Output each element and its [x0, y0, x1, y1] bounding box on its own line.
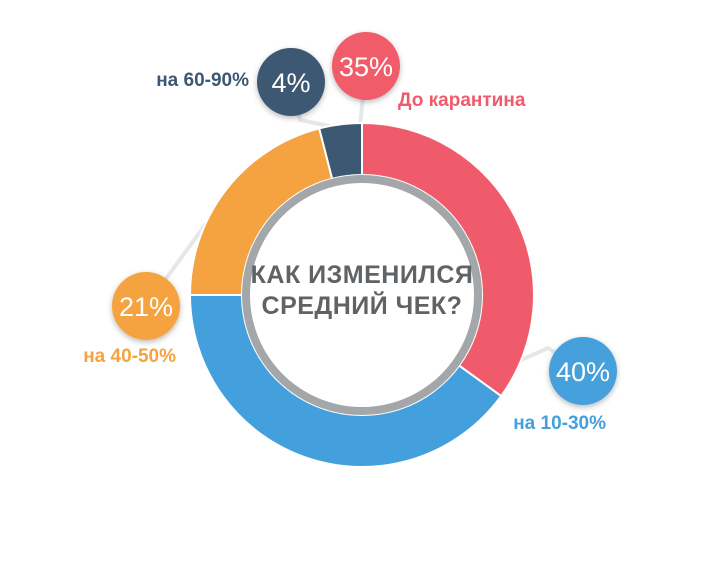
legend-label-на-60-90: на 60-90%: [156, 70, 249, 91]
legend-label-до-карантина: До карантина: [398, 90, 526, 111]
chart-title-line-2: СРЕДНИЙ ЧЕК?: [262, 290, 463, 320]
value-bubbles: 35% 40% 21% 4%: [112, 32, 617, 405]
legend-label-на-10-30: на 10-30%: [513, 413, 606, 434]
donut-ring: [188, 121, 535, 468]
category-labels: До карантина на 10-30% на 40-50% на 60-90%: [83, 70, 606, 434]
bubble-до-карантина: [332, 32, 400, 100]
data-label-на-40-50: 21%: [119, 292, 173, 322]
bubble-на-40-50: [112, 272, 180, 340]
bubble-на-60-90: [257, 48, 325, 116]
legend-label-на-40-50: на 40-50%: [83, 346, 176, 367]
inner-white-disc: [250, 183, 474, 407]
data-label-до-карантина: 35%: [339, 52, 393, 82]
data-label-на-60-90: 4%: [271, 68, 310, 98]
chart-title-line-1: КАК ИЗМЕНИЛСЯ: [251, 261, 474, 289]
data-label-на-10-30: 40%: [556, 357, 610, 387]
bubble-на-10-30: [549, 337, 617, 405]
donut-inner: [242, 175, 482, 415]
